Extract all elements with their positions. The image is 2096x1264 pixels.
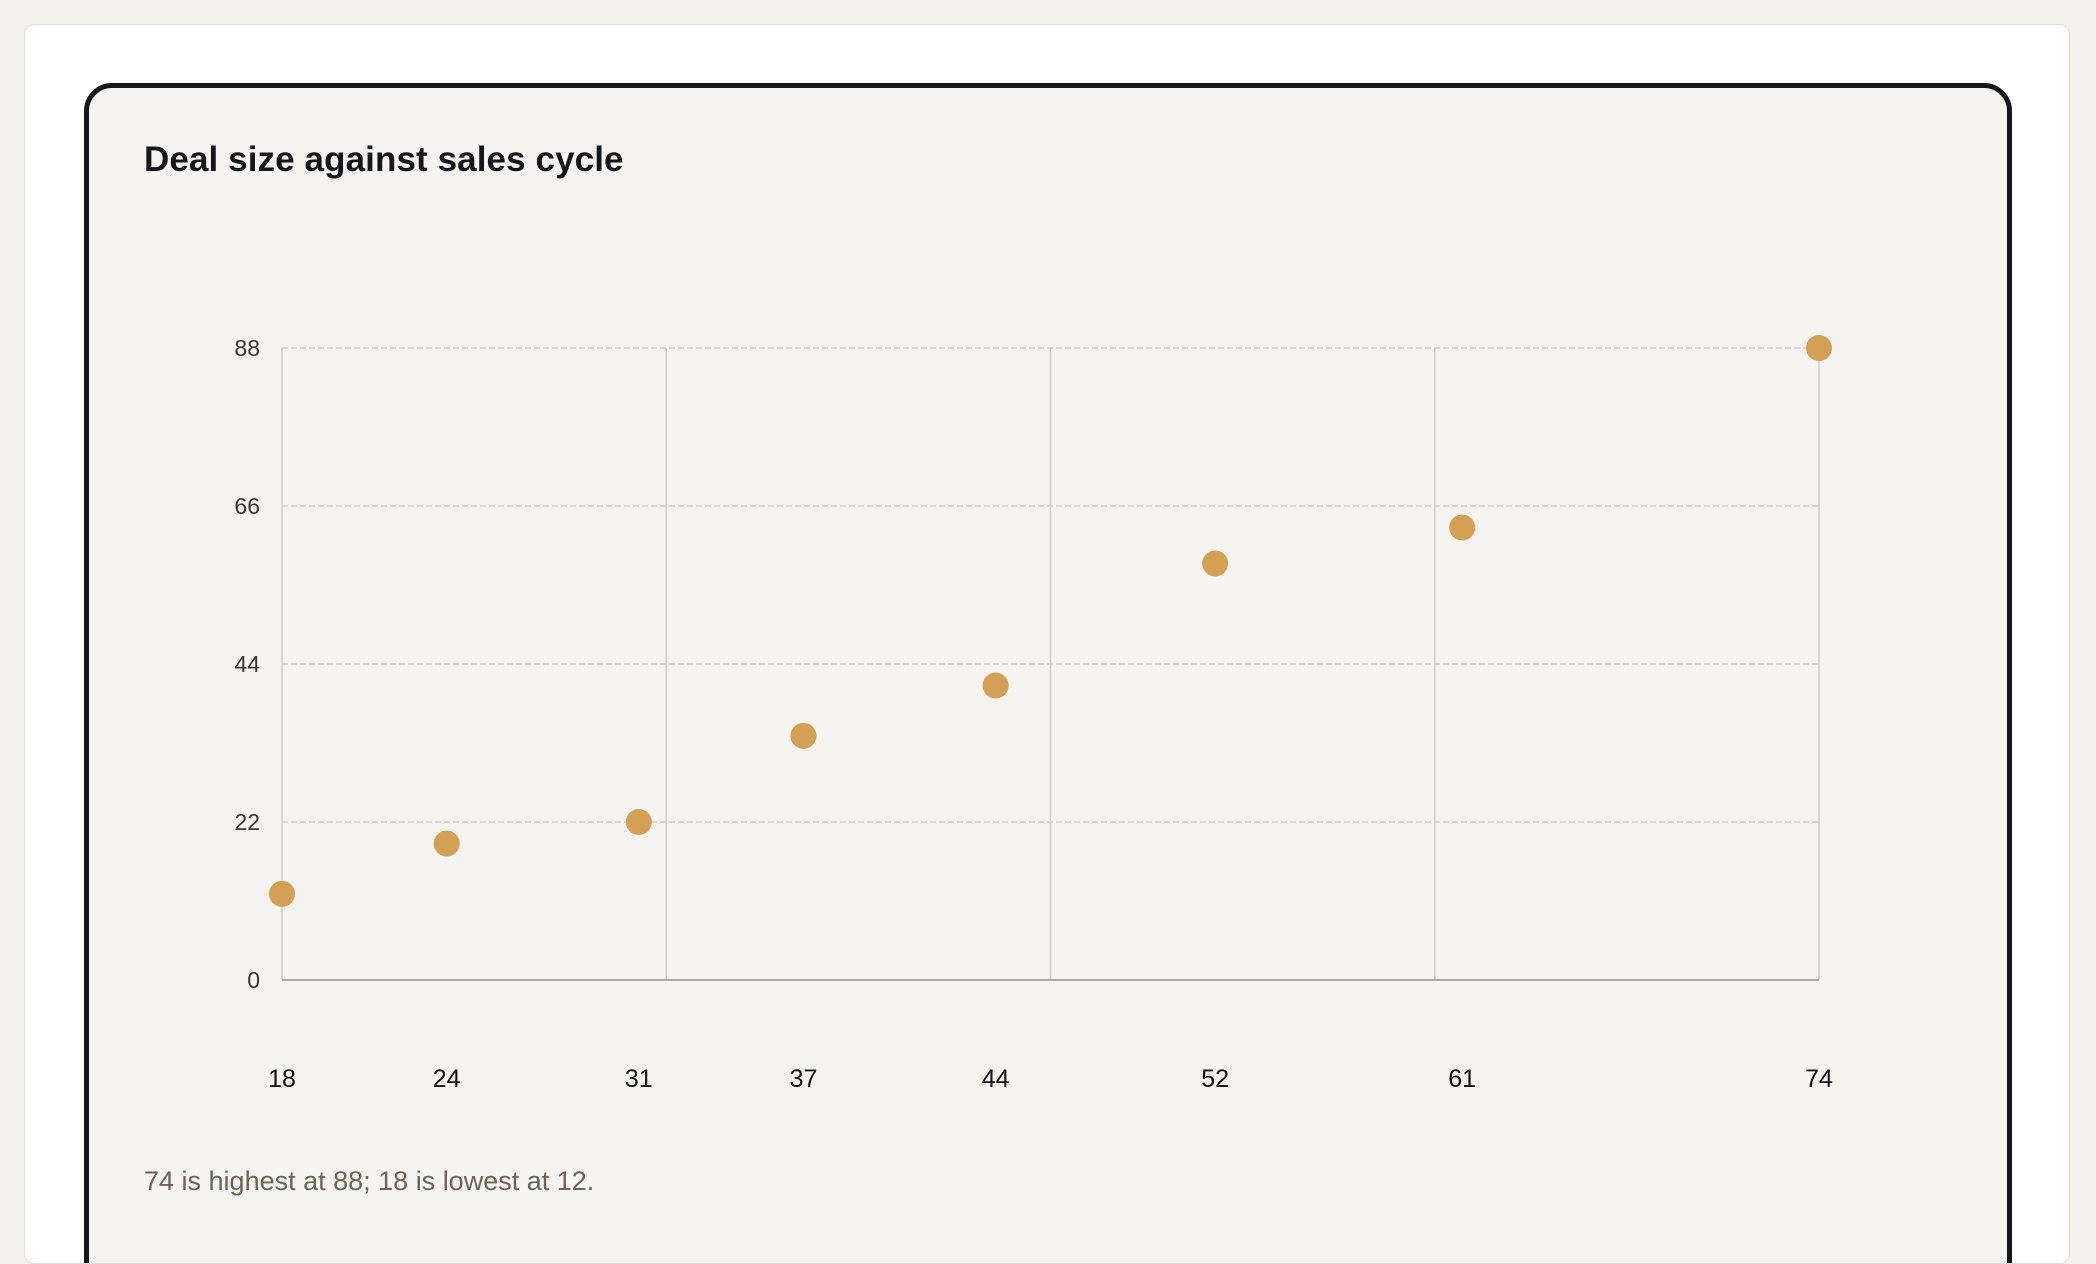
x-tick-label: 74 bbox=[1805, 1065, 1833, 1093]
y-tick-label: 0 bbox=[247, 967, 260, 993]
data-point bbox=[433, 830, 460, 857]
x-tick-label: 18 bbox=[268, 1065, 296, 1093]
x-tick-label: 52 bbox=[1201, 1065, 1229, 1093]
data-points bbox=[269, 335, 1832, 907]
chart-caption: 74 is highest at 88; 18 is lowest at 12. bbox=[144, 1166, 595, 1196]
data-point bbox=[982, 672, 1009, 699]
grid-lines bbox=[281, 347, 1820, 980]
data-point bbox=[269, 880, 295, 907]
x-tick-label: 37 bbox=[790, 1065, 818, 1093]
data-point bbox=[625, 809, 652, 835]
y-tick-labels: 0 22 44 66 88 bbox=[234, 335, 260, 993]
data-point bbox=[1202, 550, 1229, 577]
x-tick-label: 61 bbox=[1448, 1065, 1476, 1093]
y-tick-label: 88 bbox=[234, 335, 260, 361]
x-tick-label: 24 bbox=[433, 1065, 461, 1093]
data-point bbox=[790, 722, 817, 749]
data-point bbox=[1449, 514, 1476, 541]
scatter-chart: 0 22 44 66 88 18 24 31 37 44 52 61 74 bbox=[234, 335, 1833, 1093]
data-point bbox=[1806, 335, 1832, 361]
chart-title: Deal size against sales cycle bbox=[144, 140, 624, 179]
y-tick-label: 44 bbox=[234, 651, 260, 677]
chart-panel: Deal size against sales cycle 0 22 44 66 88 … bbox=[84, 83, 2012, 1263]
x-tick-label: 44 bbox=[982, 1065, 1010, 1093]
y-tick-label: 22 bbox=[234, 809, 260, 835]
x-tick-label: 31 bbox=[625, 1065, 653, 1093]
y-tick-label: 66 bbox=[234, 493, 260, 519]
page-card: Deal size against sales cycle 0 22 44 66 88 … bbox=[24, 24, 2070, 1264]
x-tick-labels: 18 24 31 37 44 52 61 74 bbox=[268, 1065, 1833, 1093]
